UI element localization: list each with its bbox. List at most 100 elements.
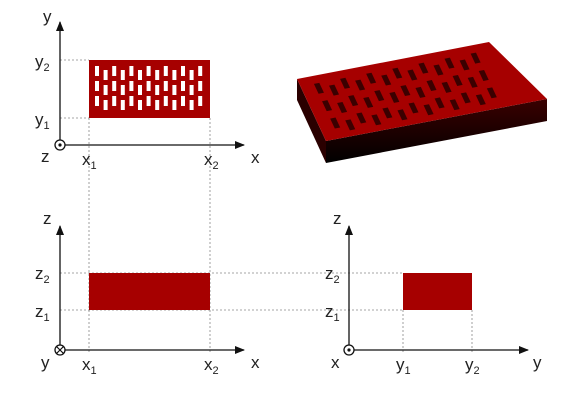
- front-tick-x2: x2: [204, 355, 219, 377]
- slot-hole: [95, 66, 99, 76]
- slot-hole: [181, 96, 185, 106]
- iso-slot-hole: [434, 97, 445, 109]
- slot-hole: [189, 100, 194, 110]
- top-view: y x z y2 y1 x1 x2: [35, 7, 260, 172]
- iso-slot-hole: [467, 76, 478, 88]
- iso-slot-hole: [426, 80, 437, 92]
- iso-slot-hole: [355, 79, 366, 91]
- slot-hole: [146, 96, 151, 106]
- iso-slot-hole: [382, 107, 393, 119]
- slot-hole: [120, 70, 125, 80]
- iso-slot-hole: [381, 74, 392, 86]
- slot-hole: [181, 81, 185, 91]
- iso-slot-hole: [407, 69, 418, 81]
- iso-slot-hole: [322, 100, 333, 112]
- top-origin-label: z: [41, 147, 50, 166]
- side-tick-z2: z2: [325, 264, 340, 286]
- side-view: z y x z2 z1 y1 y2: [325, 209, 542, 377]
- slot-hole: [129, 81, 134, 91]
- iso-slot-hole: [486, 87, 497, 99]
- iso-slot-hole: [389, 91, 400, 103]
- slot-hole: [129, 66, 134, 76]
- iso-slot-hole: [470, 52, 481, 64]
- front-origin-label: y: [41, 353, 50, 372]
- front-axis-z-label: z: [43, 209, 52, 228]
- iso-slot-hole: [418, 62, 429, 74]
- front-view-block: [89, 273, 210, 310]
- iso-slot-hole: [478, 69, 489, 81]
- slot-hole: [112, 81, 117, 91]
- iso-slot-hole: [452, 75, 463, 86]
- slot-hole: [112, 66, 117, 76]
- slot-hole: [95, 96, 99, 106]
- slot-hole: [172, 85, 177, 95]
- iso-slot-hole: [345, 119, 356, 131]
- iso-slot-hole: [363, 96, 374, 108]
- top-tick-y2: y2: [35, 52, 50, 74]
- slot-hole: [155, 70, 160, 80]
- slot-hole: [120, 85, 125, 95]
- iso-slot-hole: [340, 77, 351, 89]
- slot-hole: [120, 100, 125, 110]
- iso-slot-hole: [348, 95, 359, 107]
- side-tick-y1: y1: [396, 355, 411, 377]
- slot-hole: [146, 81, 151, 91]
- slot-hole: [189, 70, 194, 80]
- iso-slot-hole: [356, 112, 367, 124]
- slot-hole: [163, 96, 168, 106]
- slot-hole: [138, 85, 142, 95]
- slot-hole: [172, 100, 177, 110]
- slot-hole: [163, 66, 168, 76]
- top-tick-x1: x1: [82, 150, 97, 172]
- side-view-block: [403, 273, 472, 310]
- isometric-block: [297, 42, 547, 163]
- slot-hole: [103, 70, 108, 80]
- iso-slot-hole: [374, 90, 385, 102]
- slot-hole: [198, 66, 203, 76]
- front-tick-z2: z2: [35, 264, 50, 286]
- iso-slot-hole: [433, 64, 444, 76]
- side-axis-z-label: z: [333, 209, 342, 228]
- top-view-holes: [95, 66, 203, 110]
- iso-slot-hole: [475, 94, 486, 106]
- slot-hole: [129, 96, 134, 106]
- iso-slot-hole: [441, 81, 452, 93]
- top-tick-x2: x2: [204, 150, 219, 172]
- slot-hole: [103, 100, 108, 110]
- side-axis-y-label: y: [533, 353, 542, 372]
- front-view: z x y z2 z1 x1 x2: [35, 209, 260, 377]
- front-tick-x1: x1: [82, 355, 97, 377]
- slot-hole: [198, 81, 203, 91]
- front-tick-z1: z1: [35, 302, 50, 324]
- iso-slot-hole: [371, 114, 382, 126]
- iso-slot-hole: [329, 84, 340, 96]
- top-axis-x-label: x: [251, 148, 260, 167]
- iso-slot-hole: [337, 101, 348, 113]
- slot-hole: [146, 66, 151, 76]
- iso-slot-hole: [415, 86, 426, 98]
- slot-hole: [112, 96, 117, 106]
- iso-slot-hole: [397, 109, 408, 121]
- slot-hole: [103, 85, 108, 95]
- slot-hole: [181, 66, 185, 76]
- slot-hole: [95, 81, 99, 91]
- iso-slot-hole: [366, 72, 377, 84]
- top-axis-y-label: y: [43, 7, 52, 26]
- iso-slot-hole: [392, 67, 403, 79]
- slot-hole: [138, 70, 142, 80]
- iso-slot-hole: [423, 104, 434, 116]
- iso-slot-hole: [313, 82, 324, 94]
- isometric-holes: [313, 52, 497, 131]
- slot-hole: [172, 70, 177, 80]
- slot-hole: [189, 85, 194, 95]
- top-tick-y1: y1: [35, 110, 50, 132]
- iso-slot-hole: [449, 99, 460, 111]
- front-axis-x-label: x: [251, 353, 260, 372]
- slot-hole: [138, 100, 142, 110]
- slot-hole: [155, 85, 160, 95]
- iso-slot-hole: [330, 117, 341, 129]
- iso-slot-hole: [400, 85, 411, 97]
- iso-slot-hole: [459, 59, 470, 71]
- iso-slot-hole: [460, 92, 471, 104]
